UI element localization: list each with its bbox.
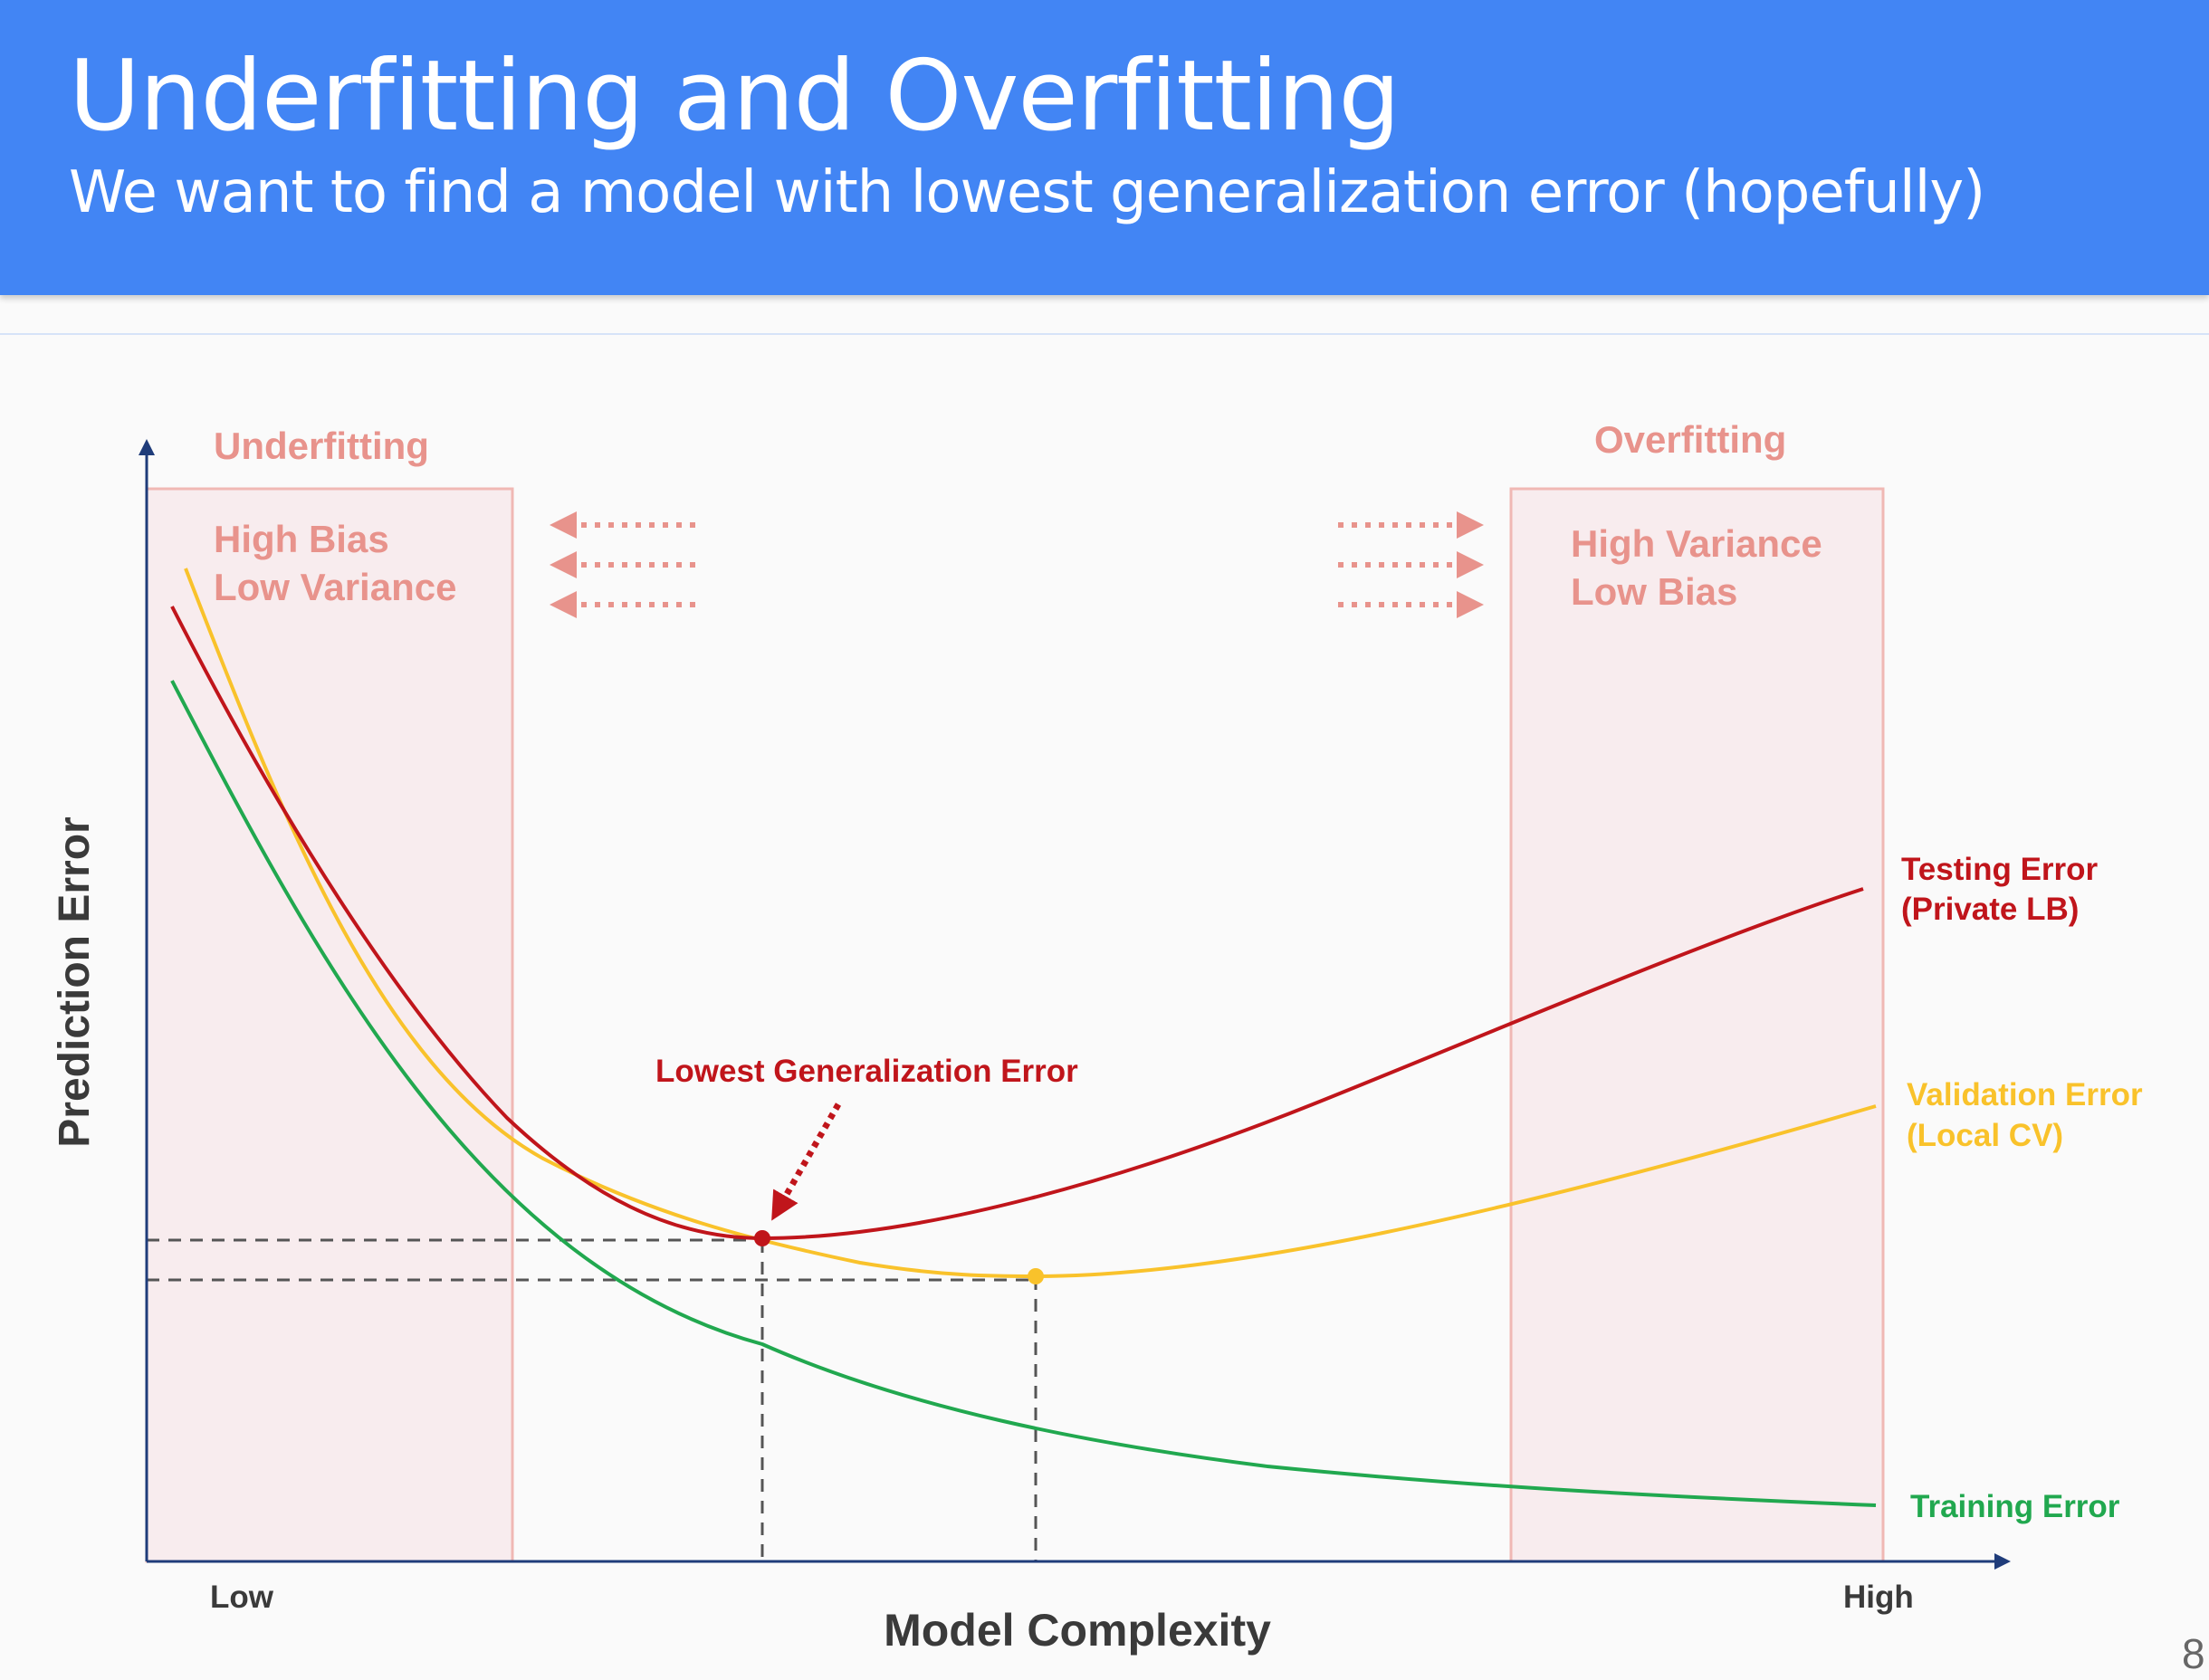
testing-error-sublabel: (Private LB) <box>1901 892 2079 927</box>
underfitting-heading: Underfitting <box>214 425 429 467</box>
overfitting-heading: Overfitting <box>1594 418 1786 461</box>
x-axis-label: Model Complexity <box>884 1605 1271 1656</box>
overfitting-bias-label: Low Bias <box>1571 570 1737 613</box>
validation-error-minimum-point <box>1028 1268 1044 1284</box>
underfitting-zone <box>147 489 512 1561</box>
training-error-label: Training Error <box>1910 1489 2120 1524</box>
x-axis-high-label: High <box>1843 1580 1914 1615</box>
validation-error-label: Validation Error <box>1907 1077 2143 1112</box>
underfitting-bias-label: High Bias <box>214 518 389 560</box>
testing-error-label: Testing Error <box>1901 852 2099 887</box>
overfitting-variance-label: High Variance <box>1571 522 1822 565</box>
annotation-arrow <box>779 1104 838 1208</box>
underfitting-variance-label: Low Variance <box>214 566 456 608</box>
validation-error-sublabel: (Local CV) <box>1907 1118 2063 1153</box>
y-axis-label: Prediction Error <box>51 816 99 1147</box>
overfitting-direction-arrows <box>1338 525 1470 605</box>
lowest-generalization-error-label: Lowest Generalization Error <box>655 1054 1078 1089</box>
page-number: 8 <box>2182 1629 2205 1678</box>
underfitting-direction-arrows <box>563 525 695 605</box>
x-axis-low-label: Low <box>210 1580 274 1615</box>
overfitting-zone <box>1511 489 1883 1561</box>
testing-error-minimum-point <box>754 1230 770 1246</box>
